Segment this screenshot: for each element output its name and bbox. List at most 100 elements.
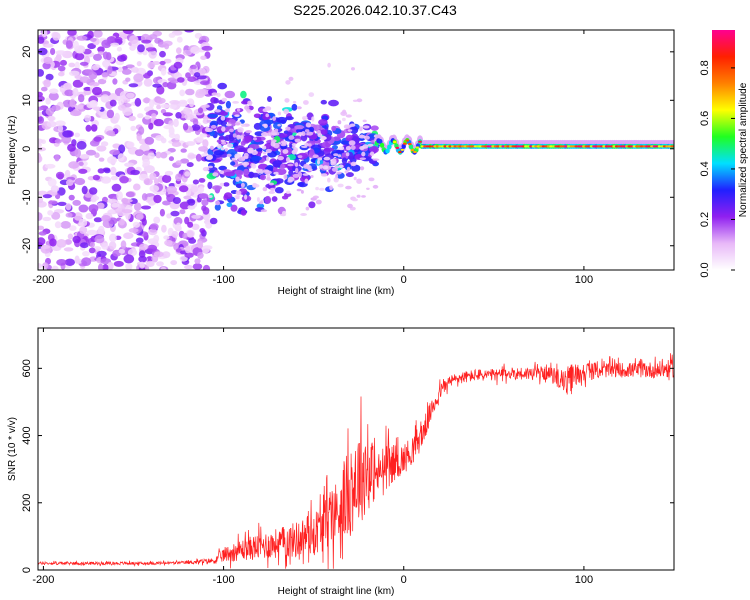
heatmap-cell (241, 100, 250, 105)
heatmap-cell (78, 218, 88, 227)
heatmap-cell (247, 100, 253, 106)
heatmap-cell (486, 145, 490, 148)
heatmap-cell (285, 80, 291, 85)
heatmap-cell (170, 210, 180, 217)
heatmap-cell (435, 145, 440, 148)
heatmap-cell (93, 30, 103, 38)
heatmap-cell (345, 114, 352, 118)
heatmap-cell (207, 181, 213, 190)
heatmap-cell (79, 61, 89, 66)
heatmap-cell (614, 145, 619, 148)
snr-x-tick-label: 100 (575, 574, 593, 586)
heatmap-cell (471, 145, 475, 148)
heatmap-cell (297, 132, 304, 136)
heatmap-cell (128, 228, 139, 233)
heatmap-cell (282, 149, 289, 154)
heatmap-cell (38, 225, 45, 231)
heatmap-cell (162, 112, 173, 117)
heatmap-cell (194, 72, 201, 78)
heatmap-cell (88, 204, 99, 213)
heatmap-cell (116, 46, 122, 52)
heatmap-cell (476, 145, 480, 148)
heatmap-cell (160, 137, 167, 144)
heatmap-cell (55, 120, 66, 127)
heatmap-cell (308, 92, 315, 97)
heatmap-cell (243, 168, 250, 176)
heatmap-cell (128, 115, 136, 122)
snr-x-tick-label: -200 (32, 574, 54, 586)
colorbar (712, 30, 735, 270)
heatmap-cell (234, 145, 246, 153)
heatmap-cell (541, 145, 546, 148)
heatmap-cell (372, 184, 379, 189)
heatmap-cell (302, 173, 309, 176)
heatmap-cell (256, 170, 261, 174)
heatmap-cell (240, 135, 244, 140)
heatmap-cell (93, 217, 103, 223)
heatmap-cell (236, 134, 241, 140)
heatmap-cell (212, 185, 222, 191)
heatmap-cell (331, 158, 337, 162)
heatmap-x-tick-label: -100 (213, 274, 235, 286)
heatmap-cell (350, 145, 356, 151)
heatmap-cell (220, 115, 226, 121)
colorbar-tick-label: 0.4 (699, 161, 711, 176)
heatmap-cell (118, 144, 126, 154)
heatmap-cell (529, 145, 533, 148)
heatmap-cell (410, 149, 415, 152)
heatmap-cell (138, 255, 147, 263)
heatmap-cell (340, 140, 350, 145)
heatmap-cell (112, 78, 118, 85)
heatmap-cell (360, 134, 364, 138)
heatmap-cell (187, 154, 199, 159)
heatmap-cell (195, 136, 204, 143)
heatmap-cell (333, 153, 339, 157)
heatmap-cell (160, 104, 170, 109)
heatmap-cell (584, 145, 589, 148)
heatmap-cell (173, 217, 183, 226)
heatmap-cell (73, 40, 79, 50)
heatmap-cell (319, 129, 328, 136)
heatmap-cell (110, 175, 118, 181)
heatmap-cell (216, 105, 223, 111)
heatmap-cell (368, 177, 375, 182)
heatmap-cell (245, 109, 251, 112)
heatmap-cell (179, 209, 186, 215)
heatmap-cell (483, 145, 488, 148)
heatmap-cell (285, 126, 291, 131)
heatmap-cell (148, 228, 158, 236)
heatmap-cell (277, 124, 281, 127)
heatmap-cell (317, 133, 323, 138)
heatmap-cell (171, 141, 182, 147)
heatmap-cell (312, 195, 319, 199)
heatmap-cell (413, 150, 417, 154)
heatmap-cell (617, 145, 621, 148)
heatmap-cell (221, 97, 227, 102)
heatmap-cell (503, 145, 508, 148)
heatmap-cell (152, 83, 162, 88)
heatmap-cell (163, 124, 174, 130)
heatmap-cell (38, 142, 43, 148)
heatmap-cell (204, 127, 211, 132)
heatmap-cell (65, 203, 72, 211)
heatmap-cell (232, 133, 237, 138)
heatmap-cell (655, 145, 659, 148)
heatmap-cell (400, 148, 405, 151)
heatmap-cell (264, 119, 274, 125)
heatmap-cell (85, 124, 92, 132)
heatmap-cell (64, 89, 75, 97)
heatmap-cell (133, 73, 144, 83)
heatmap-cell (182, 232, 188, 240)
heatmap-cell (263, 123, 268, 129)
heatmap-cell (214, 109, 221, 113)
heatmap-cell (612, 145, 616, 148)
heatmap-cell (236, 108, 241, 112)
heatmap-cell (219, 182, 224, 187)
snr-x-axis-label: Height of straight line (km) (278, 586, 395, 597)
heatmap-cell (88, 71, 98, 80)
heatmap-cell (234, 195, 241, 198)
heatmap-cell (271, 196, 278, 202)
heatmap-cell (60, 221, 71, 229)
heatmap-cell (627, 145, 632, 148)
heatmap-cell (137, 113, 144, 119)
